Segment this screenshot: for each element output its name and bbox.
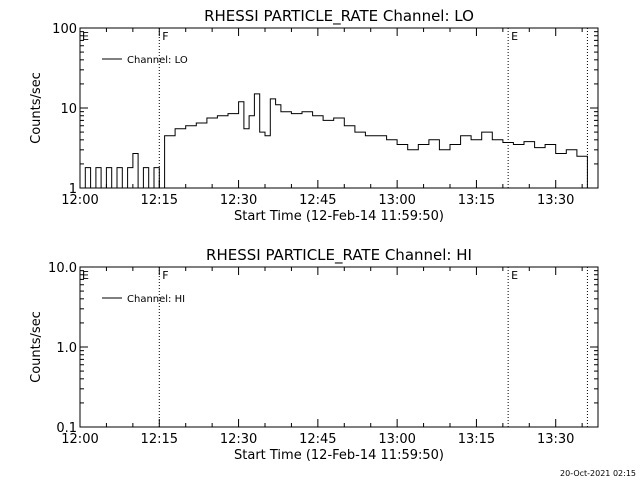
x-tick-label: 13:30 [537,193,574,208]
corner-label: E [82,269,89,282]
x-axis-label: Start Time (12-Feb-14 11:59:50) [234,448,444,463]
y-axis-label: Counts/sec [29,72,44,144]
plot-timestamp: 20-Oct-2021 02:15 [560,469,636,478]
x-tick-label: 12:00 [61,193,98,208]
x-tick-label: 12:15 [141,432,178,447]
event-marker-label: F [162,30,168,43]
y-tick-label: 100 [52,22,77,37]
x-tick-label: 12:30 [220,432,257,447]
event-marker-label: E [511,30,518,43]
x-axis-label: Start Time (12-Feb-14 11:59:50) [234,209,444,224]
x-tick-label: 12:00 [61,432,98,447]
y-tick-label: 10.0 [48,261,77,276]
y-tick-label: 10 [60,102,77,117]
x-tick-label: 13:30 [537,432,574,447]
y-tick-label: 1.0 [56,341,77,356]
y-axis-label: Counts/sec [29,311,44,383]
x-tick-label: 12:30 [220,193,257,208]
series-line-0 [80,93,588,189]
y-tick-label: 0.1 [56,421,77,436]
chart-title: RHESSI PARTICLE_RATE Channel: LO [204,7,474,26]
event-marker-label: F [162,269,168,282]
y-tick-label: 1 [69,182,77,197]
corner-label: E [82,30,89,43]
legend-label: Channel: HI [127,294,185,305]
plot-frame [79,27,599,189]
x-tick-label: 13:00 [378,432,415,447]
x-tick-label: 13:00 [378,193,415,208]
event-marker-label: E [511,269,518,282]
legend-label: Channel: LO [127,55,188,66]
x-tick-label: 12:45 [299,432,336,447]
plot-frame [79,266,599,428]
chart-title: RHESSI PARTICLE_RATE Channel: HI [206,246,472,265]
x-tick-label: 13:15 [458,193,495,208]
x-tick-label: 13:15 [458,432,495,447]
x-tick-label: 12:15 [141,193,178,208]
x-tick-label: 12:45 [299,193,336,208]
